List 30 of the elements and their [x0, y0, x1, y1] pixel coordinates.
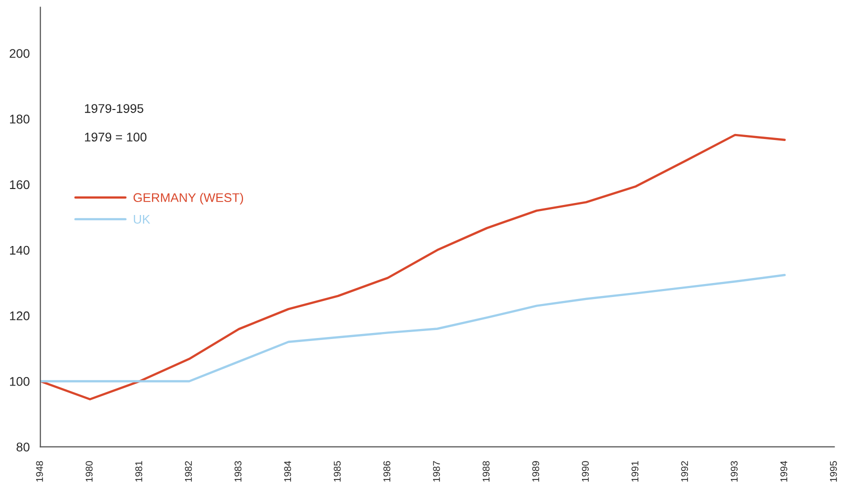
x-tick-label: 1992 — [681, 461, 688, 482]
x-tick-label: 1989 — [532, 461, 540, 482]
x-tick-label: 1980 — [86, 461, 93, 482]
x-tick-label: 1981 — [135, 461, 142, 482]
y-tick-label: 120 — [10, 311, 30, 320]
x-tick-label: 1990 — [582, 461, 589, 482]
x-tick-label: 1994 — [780, 460, 788, 482]
y-tick-label: 160 — [10, 180, 30, 190]
y-tick-label: 200 — [10, 49, 30, 58]
x-tick-label: 1991 — [632, 461, 638, 482]
y-tick-label: 100 — [10, 377, 30, 386]
legend-label: UK — [134, 214, 150, 224]
x-tick-label: 1995 — [830, 461, 837, 482]
annotation: 1979 = 100 — [84, 132, 146, 142]
legend-label: GERMANY (WEST) — [134, 192, 244, 205]
x-tick-label: 1993 — [730, 461, 738, 482]
y-tick-label: 140 — [10, 246, 30, 255]
x-tick-label: 1982 — [184, 461, 192, 482]
x-tick-label: 1987 — [433, 461, 440, 482]
x-tick-label: 1983 — [234, 461, 242, 482]
line-series — [40, 274, 786, 382]
x-tick-label: 1988 — [482, 461, 490, 482]
annotation: 1979-1995 — [84, 104, 144, 113]
line-series — [40, 134, 786, 400]
x-tick-label: 1986 — [383, 461, 390, 482]
x-tick-label: 1984 — [284, 460, 292, 482]
x-tick-label: 1985 — [334, 461, 341, 482]
y-tick-label: 80 — [16, 442, 30, 452]
y-tick-label: 180 — [10, 114, 30, 124]
x-tick-label: 1948 — [36, 461, 43, 482]
